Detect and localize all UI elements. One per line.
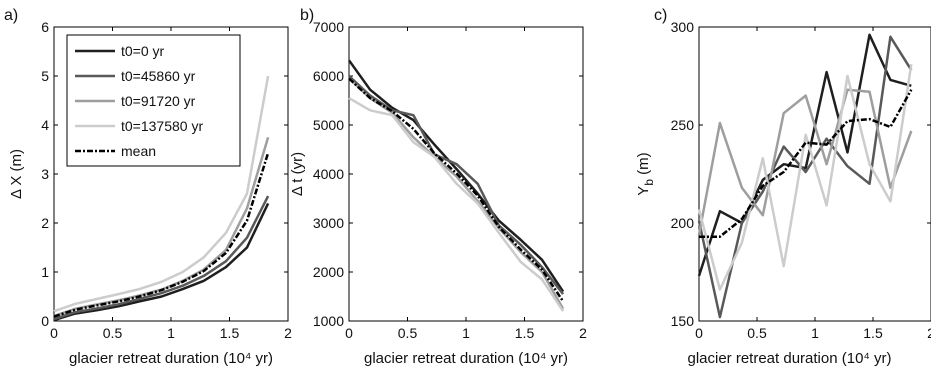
panel-label: b) (300, 7, 314, 24)
x-tick-label: 1.5 (220, 325, 240, 341)
chart-panel-1: 0 0.5 1 1.5 2 0 1 2 3 4 5 6 a) glacier retreat durati… (4, 7, 292, 367)
panel-label: c) (654, 7, 667, 24)
legend-label-2: t0=45860 yr (121, 68, 196, 84)
y-tick-label: 150 (671, 313, 695, 329)
x-tick-label: 0.5 (747, 325, 767, 341)
series-line-5 (348, 77, 565, 303)
y-tick-label: 0 (41, 313, 49, 329)
y-tick-label: 250 (671, 117, 695, 133)
series-line-4 (697, 64, 913, 291)
x-tick-label: 1.5 (863, 325, 883, 341)
panel-label: a) (4, 7, 18, 24)
legend-label-3: t0=91720 yr (121, 93, 196, 109)
y-tick-label: 300 (671, 19, 695, 35)
x-axis-label: glacier retreat duration (10⁴ yr) (69, 350, 273, 367)
y-tick-label: 4 (41, 117, 49, 133)
series-line-3 (697, 88, 913, 236)
x-tick-label: 2 (284, 325, 292, 341)
x-tick-label: 1.5 (515, 325, 535, 341)
y-tick-label: 2000 (313, 264, 344, 280)
x-tick-label: 2 (927, 325, 931, 341)
y-tick-label: 1000 (313, 313, 344, 329)
y-axis-label: Δ X (m) (8, 149, 25, 199)
series-line-5 (699, 89, 913, 238)
x-tick-label: 1 (462, 325, 470, 341)
legend: t0=0 yr t0=45860 yr t0=91720 yr t0=137580 y… (66, 34, 241, 167)
y-tick-label: 3000 (313, 215, 344, 231)
x-tick-label: 0 (345, 325, 353, 341)
y-axis-label-unit: (m) (635, 152, 652, 179)
x-tick-label: 1 (167, 325, 175, 341)
y-tick-label: 200 (671, 215, 695, 231)
series-line-1 (347, 59, 565, 293)
legend-label-1: t0=0 yr (121, 43, 165, 59)
series-line-4 (348, 97, 565, 312)
x-tick-label: 1 (811, 325, 819, 341)
series-line-1 (697, 33, 912, 277)
series-line-2 (348, 75, 565, 295)
series-line-1 (53, 202, 270, 322)
series-line-2 (697, 35, 913, 319)
x-tick-label: 0.5 (398, 325, 418, 341)
y-tick-label: 2 (41, 215, 49, 231)
x-tick-label: 0.5 (103, 325, 123, 341)
series-line-5 (53, 152, 270, 318)
y-tick-label: 5000 (313, 117, 344, 133)
series-line-3 (348, 77, 565, 310)
y-tick-label: 4000 (313, 166, 344, 182)
y-axis-label: Yb (m) (635, 152, 656, 195)
legend-label-5: mean (121, 143, 156, 159)
y-tick-label: 7000 (313, 19, 344, 35)
y-axis-label: Δ t (yr) (289, 152, 306, 196)
y-tick-label: 6 (41, 19, 49, 35)
x-tick-label: 0 (695, 325, 703, 341)
series-line-2 (53, 195, 270, 321)
y-axis-label-subscript: b (642, 179, 656, 186)
y-tick-label: 3 (41, 166, 49, 182)
legend-label-4: t0=137580 yr (121, 118, 203, 134)
x-axis-label: glacier retreat duration (10⁴ yr) (364, 350, 568, 367)
x-tick-label: 0 (50, 325, 58, 341)
y-tick-label: 1 (41, 264, 49, 280)
series-line-4 (53, 75, 270, 313)
x-axis-label: glacier retreat duration (10⁴ yr) (687, 350, 891, 367)
y-tick-label: 5 (41, 68, 49, 84)
y-tick-label: 6000 (313, 68, 344, 84)
x-tick-label: 2 (579, 325, 587, 341)
